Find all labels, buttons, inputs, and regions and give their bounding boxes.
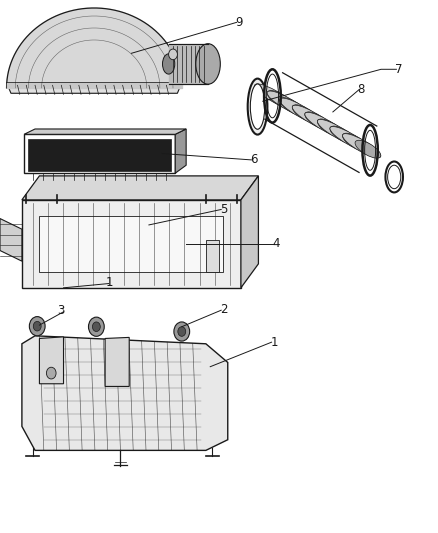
Ellipse shape [318,119,343,137]
Ellipse shape [343,133,368,151]
Circle shape [33,321,41,331]
Polygon shape [22,176,258,200]
Ellipse shape [280,98,318,122]
Circle shape [92,322,100,332]
Polygon shape [7,8,182,88]
Ellipse shape [267,91,305,115]
Text: 9: 9 [235,16,243,29]
Ellipse shape [343,134,381,158]
Ellipse shape [248,78,267,134]
Polygon shape [0,219,22,261]
Circle shape [169,49,177,60]
Text: 5: 5 [220,203,227,216]
Text: 2: 2 [220,303,228,316]
Polygon shape [28,139,171,171]
Ellipse shape [330,126,356,144]
Ellipse shape [355,140,381,158]
Polygon shape [105,337,129,386]
Ellipse shape [280,98,305,116]
Text: 6: 6 [250,154,258,166]
Ellipse shape [250,84,265,130]
Circle shape [178,327,186,336]
Polygon shape [206,240,219,272]
Polygon shape [22,200,241,288]
Ellipse shape [305,112,343,136]
Text: 7: 7 [395,63,403,76]
Ellipse shape [162,54,175,74]
Polygon shape [241,176,258,288]
Text: 1: 1 [106,276,113,289]
Circle shape [46,367,56,379]
Text: 4: 4 [272,237,280,250]
Ellipse shape [196,44,220,84]
Polygon shape [39,337,64,384]
Polygon shape [39,216,223,272]
Ellipse shape [318,119,356,143]
Ellipse shape [292,105,318,123]
Circle shape [29,317,45,336]
Polygon shape [175,129,186,173]
Circle shape [174,322,190,341]
Ellipse shape [330,126,368,151]
Ellipse shape [254,84,293,108]
Ellipse shape [292,105,331,130]
Ellipse shape [267,91,293,108]
Text: 3: 3 [58,304,65,317]
Polygon shape [24,129,186,134]
Text: 8: 8 [357,83,364,95]
Circle shape [88,317,104,336]
Ellipse shape [305,112,331,130]
Text: 1: 1 [270,336,278,349]
Polygon shape [7,83,182,93]
Polygon shape [22,336,228,450]
